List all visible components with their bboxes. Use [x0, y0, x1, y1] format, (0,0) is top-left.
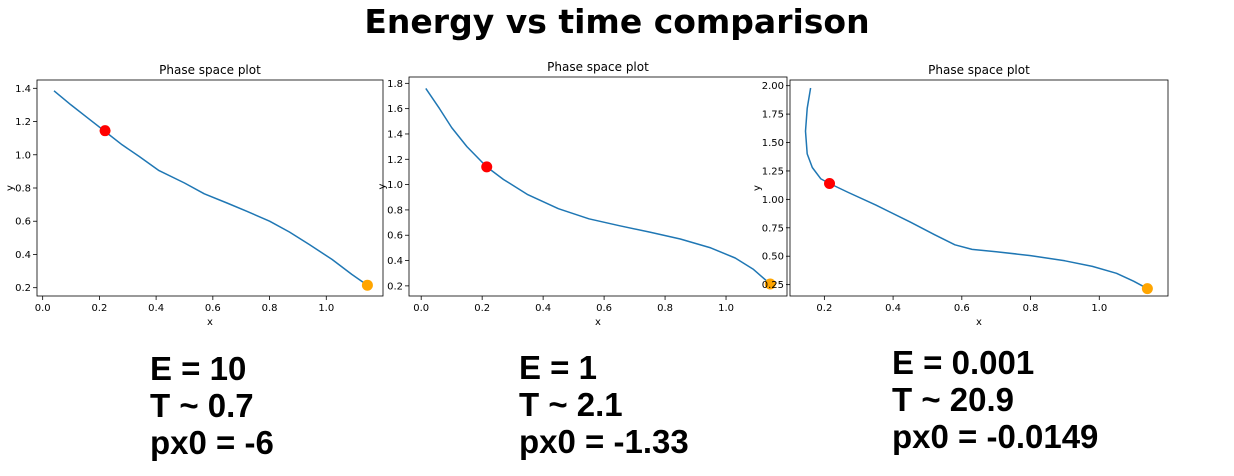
phase-plot-panel-3: Phase space plot 0.2 0.4 0.6 0.8 1.0 0.25 0.50 0…: [752, 63, 1169, 328]
y-tick-label: 0.2: [387, 281, 403, 292]
x-tick-label: 0.0: [413, 303, 429, 314]
annotation-period: T ~ 20.9: [892, 381, 1014, 418]
x-tick-label: 1.0: [1091, 303, 1107, 314]
y-tick-label: 0.75: [762, 223, 784, 234]
start-point-marker: [824, 177, 836, 189]
annotation-block-3: E = 0.001 T ~ 20.9 px0 = -0.0149: [892, 344, 1098, 455]
annotation-block-2: E = 1 T ~ 2.1 px0 = -1.33: [519, 349, 689, 460]
y-tick-label: 0.6: [387, 231, 403, 242]
y-tick-label: 1.2: [387, 155, 403, 166]
phase-plot-panel-2: Phase space plot 0.0 0.2 0.4 0.6 0.8 1.0 0.2 0.4…: [377, 60, 788, 328]
panel-title: Phase space plot: [547, 60, 649, 74]
y-axis-label: y: [377, 183, 388, 189]
annotation-px0: px0 = -6: [150, 424, 274, 461]
x-tick-label: 0.2: [474, 303, 490, 314]
annotation-px0: px0 = -1.33: [519, 423, 689, 460]
y-axis-label: y: [5, 185, 16, 191]
x-tick-label: 0.4: [148, 303, 164, 314]
x-tick-label: 0.6: [205, 303, 221, 314]
phase-plot-panel-1: Phase space plot 0.0 0.2 0.4 0.6 0.8 1.0 0.2 0.4…: [5, 63, 384, 328]
y-tick-label: 1.6: [387, 104, 403, 115]
annotation-block-1: E = 10 T ~ 0.7 px0 = -6: [150, 350, 274, 461]
end-point-marker: [764, 278, 776, 290]
y-tick-label: 1.75: [762, 110, 784, 121]
annotation-energy: E = 0.001: [892, 344, 1035, 381]
y-tick-label: 1.4: [15, 84, 31, 95]
x-tick-label: 0.2: [816, 303, 832, 314]
y-axis-label: y: [752, 185, 763, 191]
x-tick-label: 0.6: [596, 303, 612, 314]
annotation-period: T ~ 0.7: [150, 387, 254, 424]
x-axis-label: x: [595, 317, 601, 328]
x-tick-label: 0.4: [535, 303, 551, 314]
y-tick-label: 0.8: [387, 205, 403, 216]
panel-title: Phase space plot: [159, 63, 261, 77]
x-tick-label: 0.0: [35, 303, 51, 314]
annotation-energy: E = 10: [150, 350, 247, 387]
trajectory-line: [804, 87, 1148, 290]
panel-title: Phase space plot: [928, 63, 1030, 77]
end-point-marker: [1141, 283, 1153, 295]
annotation-energy: E = 1: [519, 349, 597, 386]
x-tick-label: 0.8: [262, 303, 278, 314]
trajectory-line: [53, 90, 368, 286]
y-tick-label: 1.25: [762, 166, 784, 177]
y-tick-label: 0.4: [15, 250, 31, 261]
y-tick-label: 0.2: [15, 283, 31, 294]
y-tick-label: 1.2: [15, 117, 31, 128]
x-tick-label: 1.0: [718, 303, 734, 314]
y-tick-label: 1.8: [387, 79, 403, 90]
x-axis-label: x: [207, 317, 213, 328]
trajectory-line: [425, 87, 771, 285]
y-tick-label: 0.4: [387, 256, 403, 267]
axes-frame: [789, 79, 1169, 297]
x-tick-label: 0.4: [885, 303, 901, 314]
y-tick-label: 0.8: [15, 184, 31, 195]
axes-frame: [36, 79, 384, 297]
axes-frame: [408, 76, 788, 297]
start-point-marker: [99, 125, 111, 137]
x-tick-label: 0.6: [954, 303, 970, 314]
y-tick-label: 1.0: [387, 180, 403, 191]
y-tick-label: 1.0: [15, 150, 31, 161]
start-point-marker: [481, 161, 493, 173]
x-tick-label: 0.2: [91, 303, 107, 314]
y-tick-label: 0.50: [762, 252, 784, 263]
x-tick-label: 1.0: [318, 303, 334, 314]
annotation-period: T ~ 2.1: [519, 386, 623, 423]
x-axis-label: x: [976, 317, 982, 328]
x-tick-label: 0.8: [657, 303, 673, 314]
y-tick-label: 1.4: [387, 129, 403, 140]
y-tick-label: 2.00: [762, 81, 784, 92]
y-tick-label: 0.6: [15, 217, 31, 228]
annotation-px0: px0 = -0.0149: [892, 418, 1099, 455]
y-tick-label: 0.25: [762, 280, 784, 291]
main-title: Energy vs time comparison: [364, 2, 870, 41]
end-point-marker: [361, 279, 373, 291]
x-tick-label: 0.8: [1023, 303, 1039, 314]
y-tick-label: 1.50: [762, 138, 784, 149]
y-tick-label: 1.00: [762, 195, 784, 206]
